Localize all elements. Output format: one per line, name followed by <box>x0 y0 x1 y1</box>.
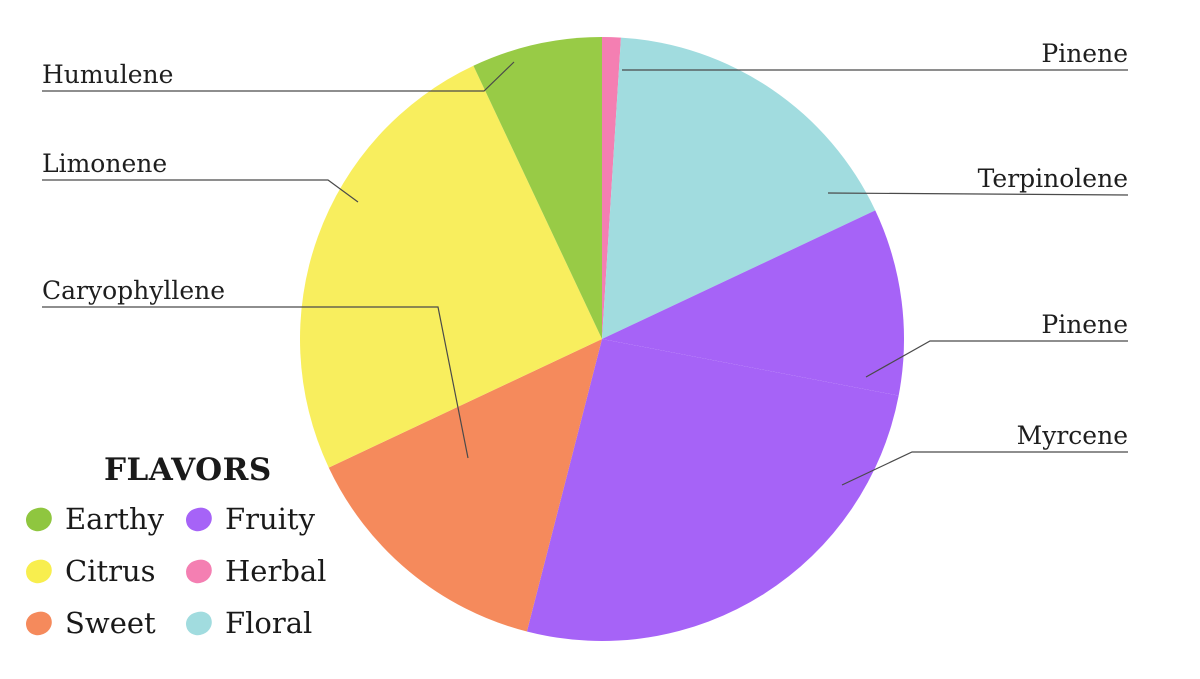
pie-slice-pinene <box>602 210 904 396</box>
pie-slice-humulene <box>473 37 602 339</box>
callout-leader-line <box>42 306 469 459</box>
sweet-swatch-icon <box>23 609 55 637</box>
callout-label-caryophyllene: Caryophyllene <box>42 276 225 305</box>
pie-slice-terpinolene <box>602 37 876 340</box>
pie-slice-caryophyllene <box>328 339 602 632</box>
earthy-swatch-icon <box>23 505 55 533</box>
callout-label-terpinolene: Terpinolene <box>978 164 1128 193</box>
legend-items: Earthy Fruity Citrus Herbal Sweet Floral <box>23 502 356 640</box>
legend-item-fruity: Fruity <box>183 502 336 536</box>
callout-leader-line <box>42 179 359 203</box>
herbal-swatch-icon <box>183 557 215 585</box>
callout-label-pinene: Pinene <box>1041 39 1128 68</box>
legend-item-citrus: Citrus <box>23 554 186 588</box>
legend-label: Herbal <box>225 554 327 588</box>
legend-item-sweet: Sweet <box>23 606 186 640</box>
callout-label-limonene: Limonene <box>42 149 167 178</box>
legend-label: Earthy <box>65 502 165 536</box>
legend-label: Citrus <box>65 554 156 588</box>
legend-item-floral: Floral <box>183 606 336 640</box>
legend-item-earthy: Earthy <box>23 502 186 536</box>
fruity-swatch-icon <box>183 505 215 533</box>
pie-slice-limonene <box>299 65 602 468</box>
callout-leader-line <box>42 61 515 92</box>
pie-slice-myrcene <box>526 339 899 641</box>
callout-leader-line <box>841 451 1128 486</box>
pie-slices <box>299 37 904 641</box>
pie-slice-pinene <box>602 37 621 339</box>
legend: FLAVORS Earthy Fruity Citrus Herbal Swee… <box>23 452 356 640</box>
legend-label: Fruity <box>225 502 315 536</box>
callout-label-pinene: Pinene <box>1041 310 1128 339</box>
legend-label: Floral <box>225 606 313 640</box>
floral-swatch-icon <box>183 609 215 637</box>
citrus-swatch-icon <box>23 557 55 585</box>
slice-callouts: Pinene Terpinolene Pinene Myrcene Caryophyll… <box>42 39 1129 486</box>
legend-item-herbal: Herbal <box>183 554 336 588</box>
callout-leader-line <box>865 340 1128 378</box>
callout-label-humulene: Humulene <box>42 60 173 89</box>
legend-label: Sweet <box>65 606 156 640</box>
callout-label-myrcene: Myrcene <box>1017 421 1128 450</box>
legend-title: FLAVORS <box>104 452 272 488</box>
callout-leader-line <box>827 192 1129 196</box>
